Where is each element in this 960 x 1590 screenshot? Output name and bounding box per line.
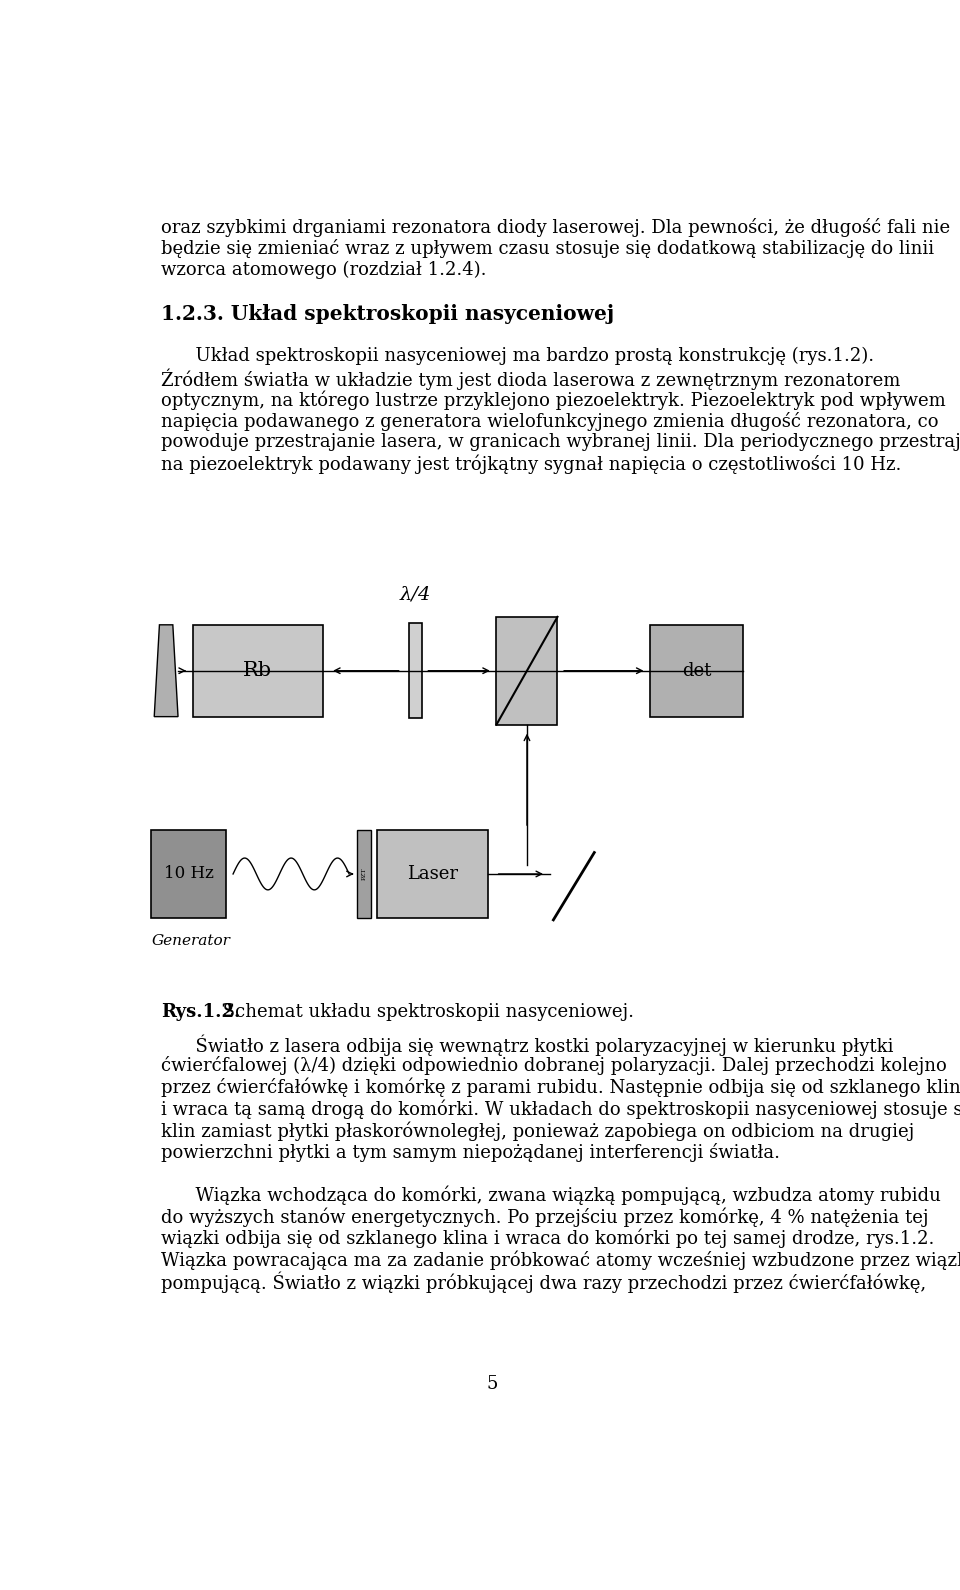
Text: i wraca tą samą drogą do komórki. W układach do spektroskopii nasyceniowej stosu: i wraca tą samą drogą do komórki. W ukła… xyxy=(161,1099,960,1119)
Polygon shape xyxy=(155,625,178,717)
Text: Rb: Rb xyxy=(243,661,272,681)
Text: 5: 5 xyxy=(487,1375,497,1393)
Text: optycznym, na którego lustrze przyklejono piezoelektryk. Piezoelektryk pod wpływ: optycznym, na którego lustrze przyklejon… xyxy=(161,390,946,410)
Text: będzie się zmieniać wraz z upływem czasu stosuje się dodatkową stabilizację do l: będzie się zmieniać wraz z upływem czasu… xyxy=(161,238,934,258)
Text: powierzchni płytki a tym samym niepożądanej interferencji światła.: powierzchni płytki a tym samym niepożąda… xyxy=(161,1143,780,1162)
Text: Schemat układu spektroskopii nasyceniowej.: Schemat układu spektroskopii nasyceniowe… xyxy=(217,1003,634,1021)
FancyBboxPatch shape xyxy=(357,830,371,917)
Text: det: det xyxy=(682,661,711,681)
Text: Wiązka powracająca ma za zadanie próbkować atomy wcześniej wzbudzone przez wiązk: Wiązka powracająca ma za zadanie próbkow… xyxy=(161,1250,960,1270)
Text: napięcia podawanego z generatora wielofunkcyjnego zmienia długość rezonatora, co: napięcia podawanego z generatora wielofu… xyxy=(161,412,939,431)
Text: do wyższych stanów energetycznych. Po przejściu przez komórkę, 4 % natężenia tej: do wyższych stanów energetycznych. Po pr… xyxy=(161,1207,928,1227)
Text: 10 Hz: 10 Hz xyxy=(163,865,213,882)
Text: oraz szybkimi drganiami rezonatora diody laserowej. Dla pewności, że długość fal: oraz szybkimi drganiami rezonatora diody… xyxy=(161,218,950,237)
Text: Układ spektroskopii nasyceniowej ma bardzo prostą konstrukcję (rys.1.2).: Układ spektroskopii nasyceniowej ma bard… xyxy=(161,347,874,366)
Text: pompującą. Światło z wiązki próbkującej dwa razy przechodzi przez ćwierćfałówkę,: pompującą. Światło z wiązki próbkującej … xyxy=(161,1272,926,1293)
FancyBboxPatch shape xyxy=(193,625,323,717)
FancyBboxPatch shape xyxy=(496,617,558,725)
Text: klin zamiast płytki płaskorównoległej, ponieważ zapobiega on odbiciom na drugiej: klin zamiast płytki płaskorównoległej, p… xyxy=(161,1121,914,1140)
Text: powoduje przestrajanie lasera, w granicach wybranej linii. Dla periodycznego prz: powoduje przestrajanie lasera, w granica… xyxy=(161,432,960,452)
Text: ćwierćfalowej (λ/4) dzięki odpowiednio dobranej polaryzacji. Dalej przechodzi ko: ćwierćfalowej (λ/4) dzięki odpowiednio d… xyxy=(161,1056,947,1075)
Text: na piezoelektryk podawany jest trójkątny sygnał napięcia o częstotliwości 10 Hz.: na piezoelektryk podawany jest trójkątny… xyxy=(161,455,901,474)
Text: Źródłem światła w układzie tym jest dioda laserowa z zewnętrznym rezonatorem: Źródłem światła w układzie tym jest diod… xyxy=(161,369,900,390)
Text: λ/4: λ/4 xyxy=(399,585,431,603)
Text: wiązki odbija się od szklanego klina i wraca do komórki po tej samej drodze, rys: wiązki odbija się od szklanego klina i w… xyxy=(161,1229,934,1248)
Text: Światło z lasera odbija się wewnątrz kostki polaryzacyjnej w kierunku płytki: Światło z lasera odbija się wewnątrz kos… xyxy=(161,1035,894,1056)
Text: wzorca atomowego (rozdział 1.2.4).: wzorca atomowego (rozdział 1.2.4). xyxy=(161,261,487,280)
Text: Rys.1.2.: Rys.1.2. xyxy=(161,1003,240,1021)
FancyBboxPatch shape xyxy=(376,830,489,917)
Text: Laser: Laser xyxy=(407,865,458,882)
Text: Generator: Generator xyxy=(152,933,230,948)
Text: 1.2.3. Układ spektroskopii nasyceniowej: 1.2.3. Układ spektroskopii nasyceniowej xyxy=(161,304,614,324)
FancyBboxPatch shape xyxy=(152,830,226,917)
FancyBboxPatch shape xyxy=(650,625,743,717)
Text: przez ćwierćfałówkę i komórkę z parami rubidu. Następnie odbija się od szklanego: przez ćwierćfałówkę i komórkę z parami r… xyxy=(161,1078,960,1097)
Text: PZT: PZT xyxy=(362,868,367,881)
FancyBboxPatch shape xyxy=(409,623,421,719)
Text: Wiązka wchodząca do komórki, zwana wiązką pompującą, wzbudza atomy rubidu: Wiązka wchodząca do komórki, zwana wiązk… xyxy=(161,1186,941,1205)
